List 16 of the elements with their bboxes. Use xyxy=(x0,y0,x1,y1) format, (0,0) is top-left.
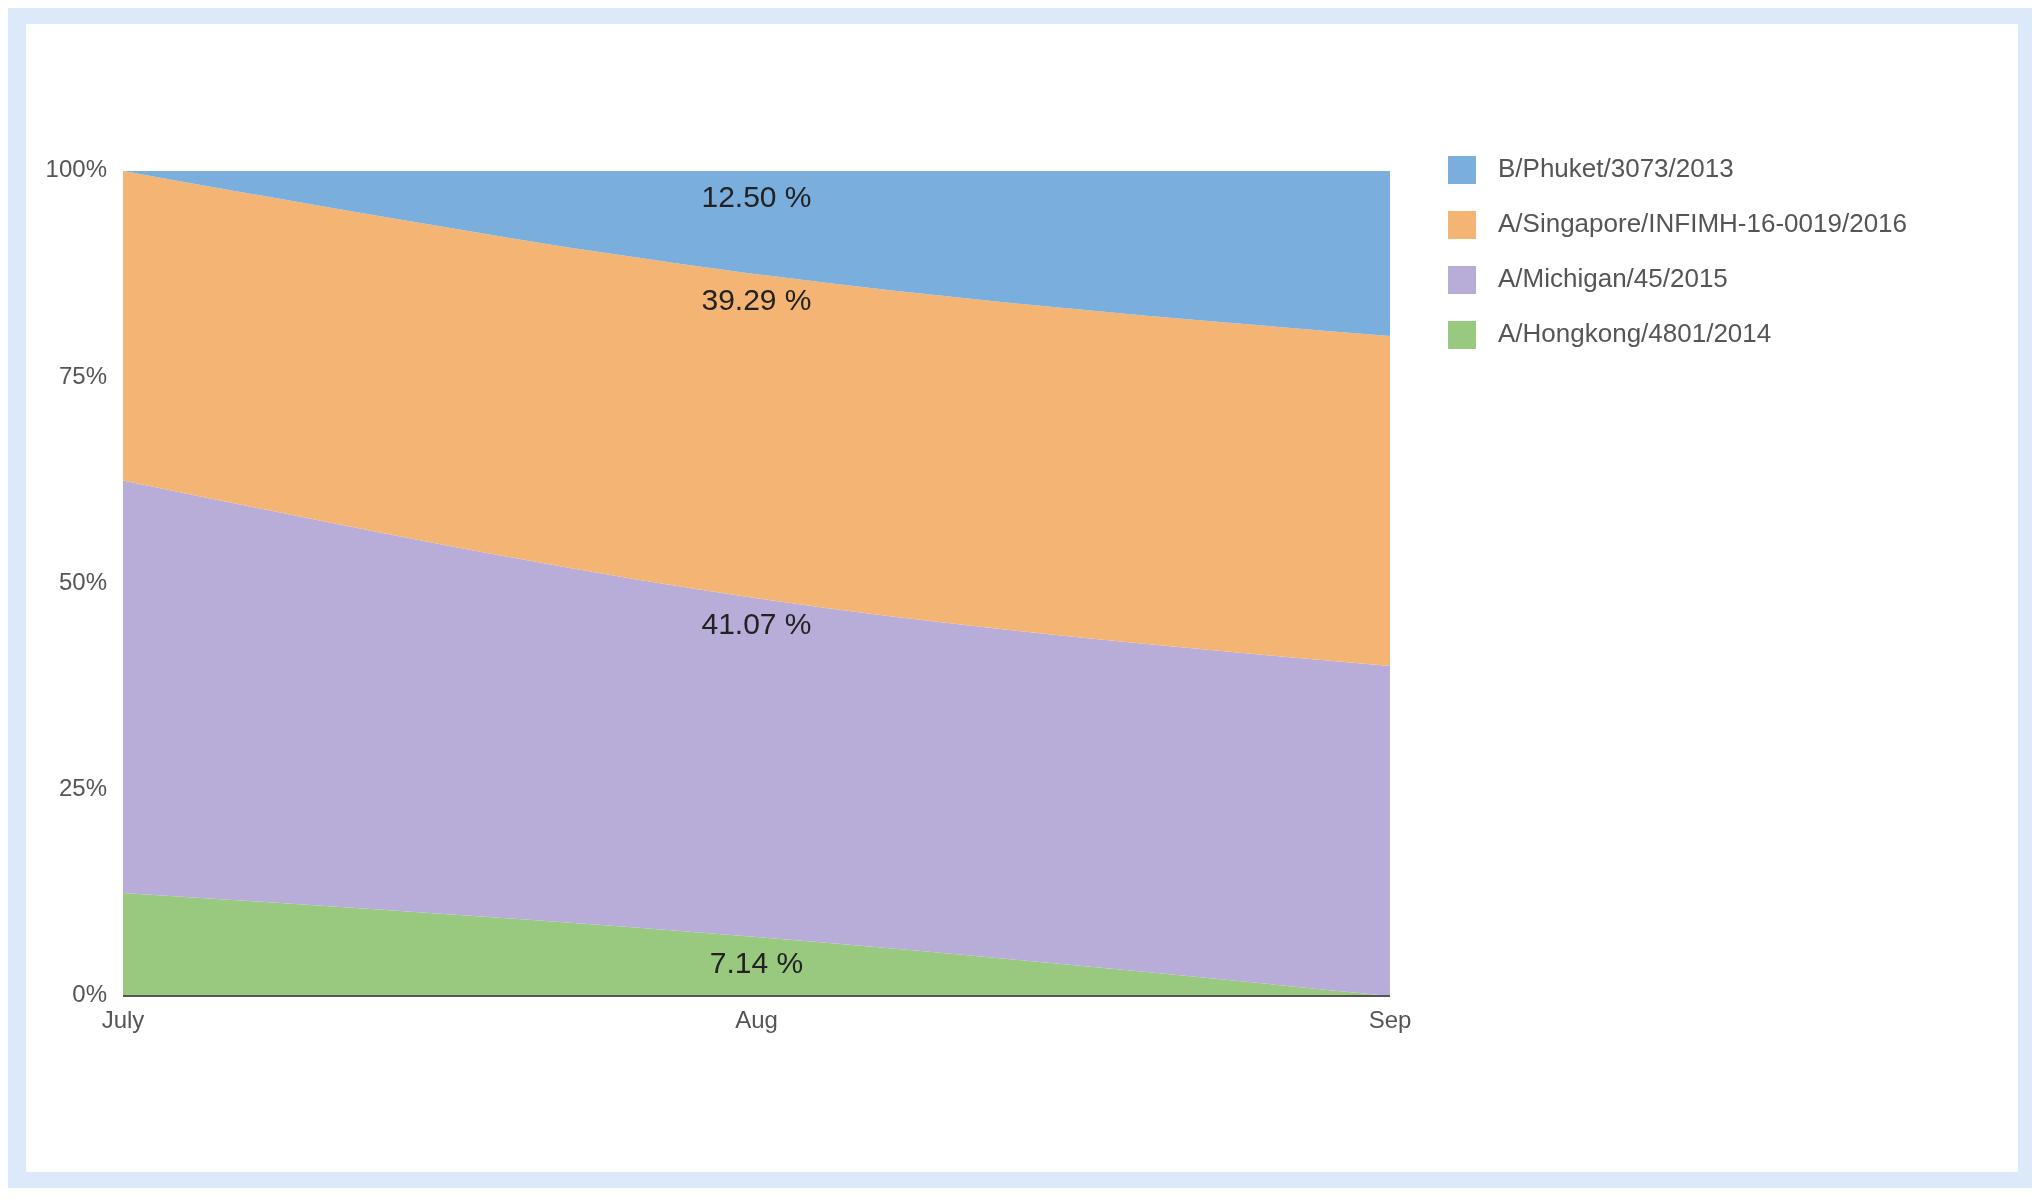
data-label: 7.14 % xyxy=(709,946,804,980)
x-tick-label: Aug xyxy=(735,1006,778,1033)
data-label: 39.29 % xyxy=(701,283,812,317)
legend-label: A/Singapore/INFIMH-16-0019/2016 xyxy=(1498,207,1908,238)
legend-label: B/Phuket/3073/2013 xyxy=(1498,152,1734,183)
y-tick-label: 0% xyxy=(72,980,107,1008)
y-tick-label: 75% xyxy=(58,361,107,389)
legend-label: A/Michigan/45/2015 xyxy=(1498,262,1728,293)
y-tick-label: 50% xyxy=(58,567,107,595)
x-tick-label: July xyxy=(101,1006,145,1033)
data-label: 41.07 % xyxy=(701,607,812,641)
y-tick-label: 25% xyxy=(58,774,107,802)
x-tick-label: Sep xyxy=(1368,1006,1412,1033)
y-tick-label: 100% xyxy=(45,155,107,183)
legend-label: A/Hongkong/4801/2014 xyxy=(1498,317,1772,348)
data-label: 12.50 % xyxy=(701,179,812,213)
